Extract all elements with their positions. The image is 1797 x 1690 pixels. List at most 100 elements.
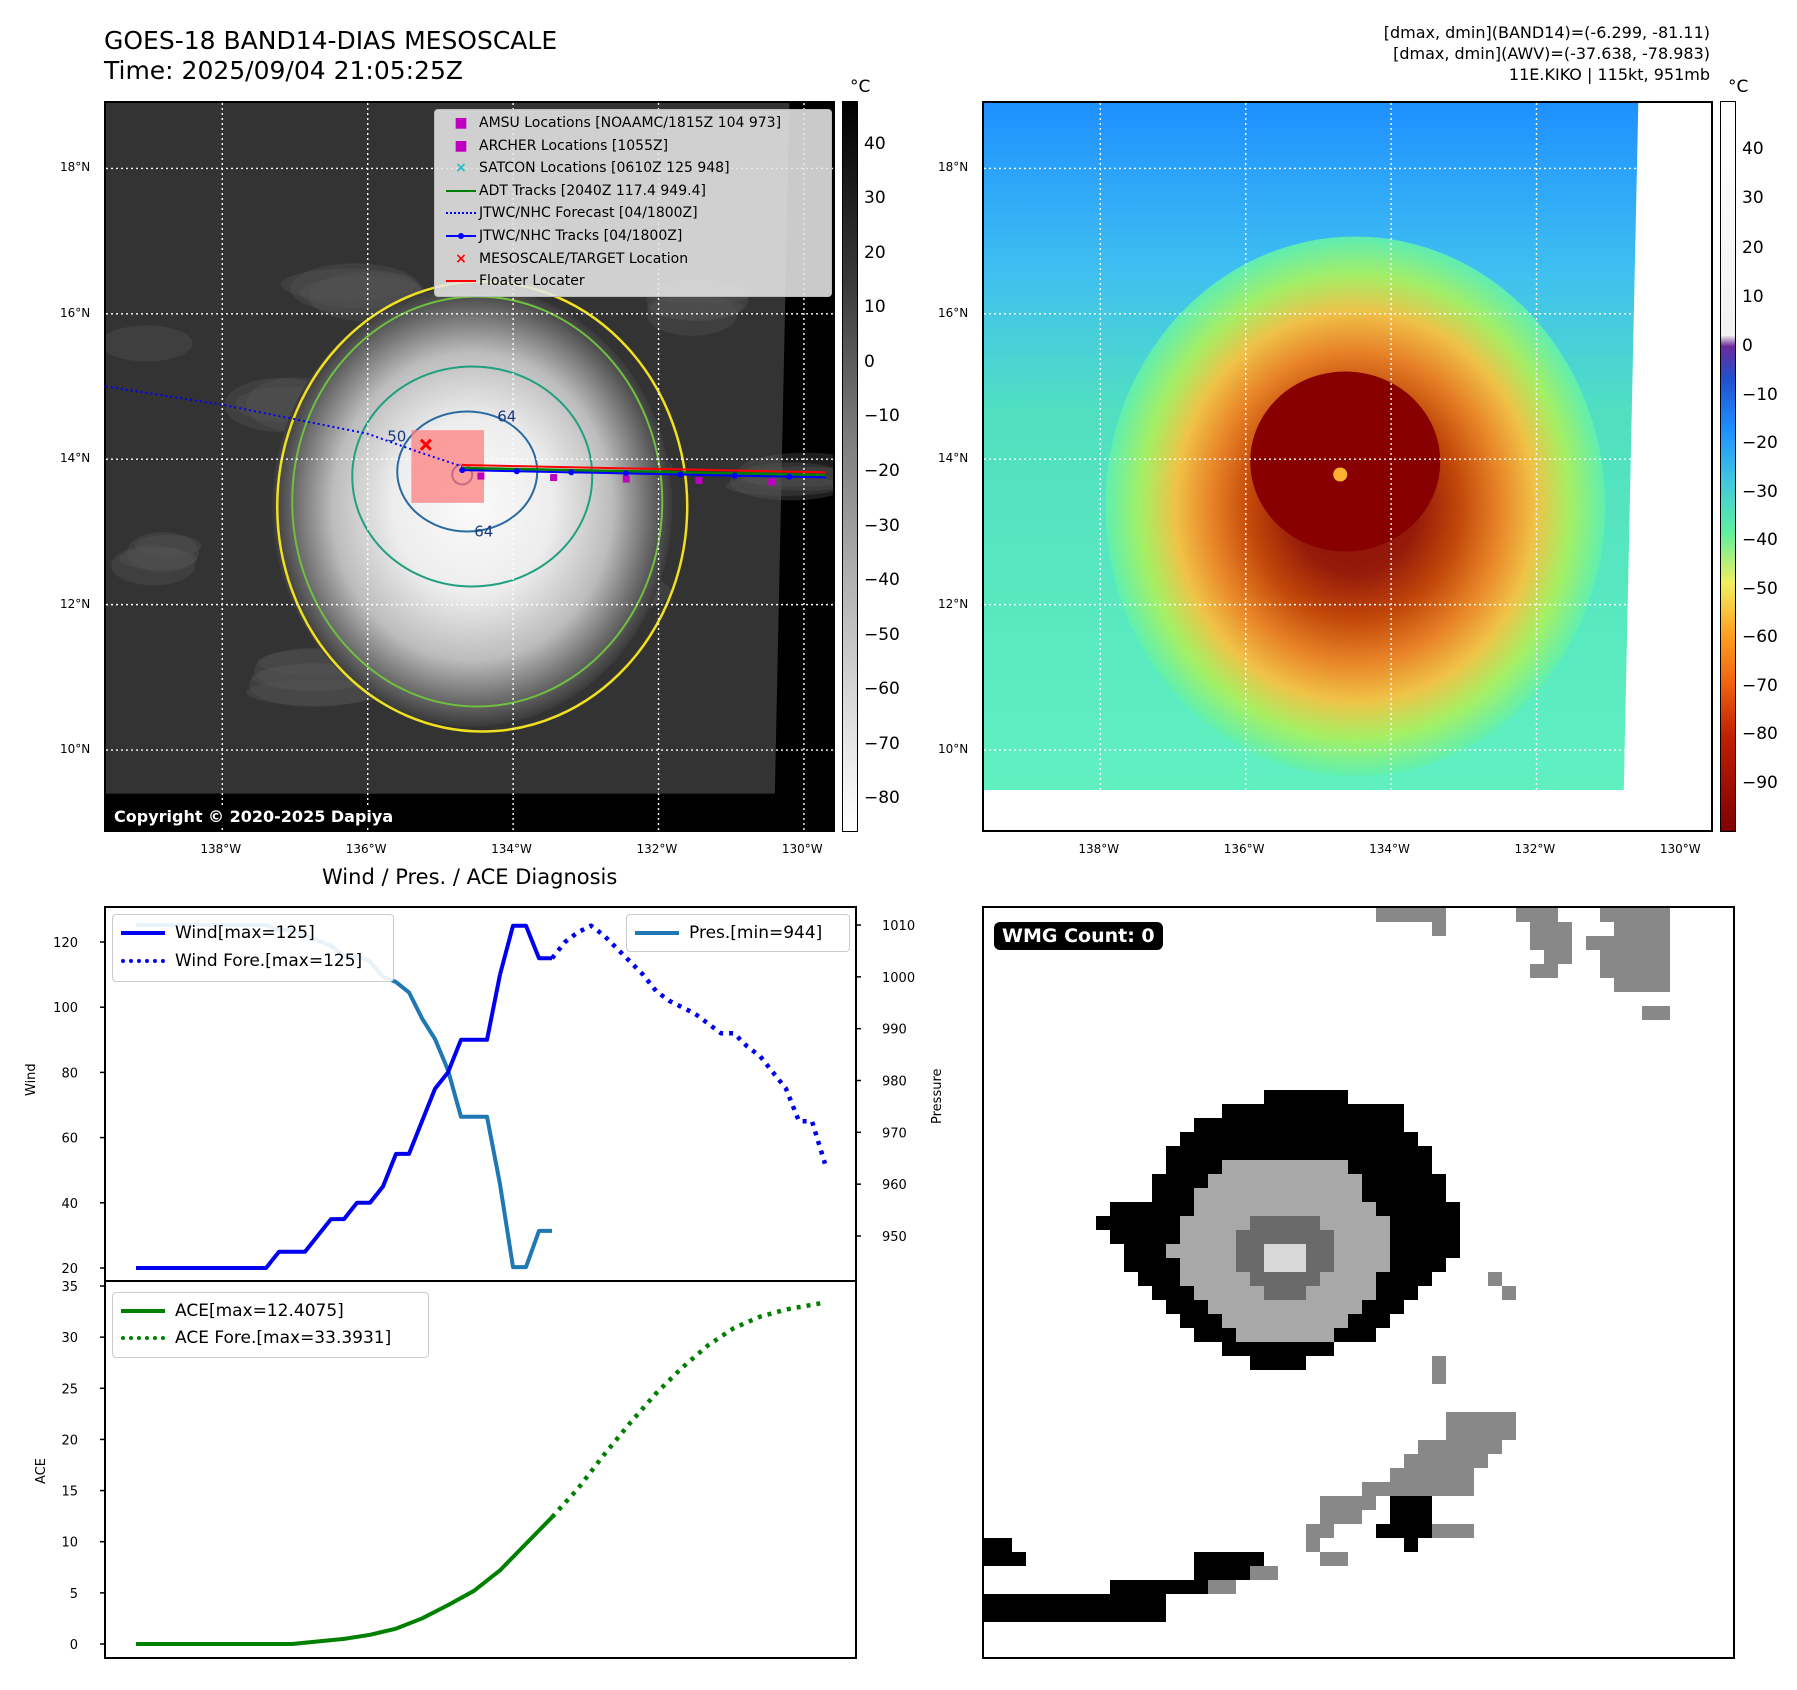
wmg-cell-grey <box>1502 1412 1516 1426</box>
wmg-cell-black <box>1166 1174 1180 1188</box>
wmg-cell-grey <box>1488 1412 1502 1426</box>
wind-line-tail <box>498 923 552 976</box>
wmg-cell-light <box>1306 1286 1320 1300</box>
awv-colorbar-tick: −60 <box>1742 627 1778 647</box>
wmg-cell-grey <box>1614 964 1628 978</box>
wmg-cell-grey <box>1614 908 1628 922</box>
wmg-cell-black <box>1222 1118 1236 1132</box>
legend-label: JTWC/NHC Tracks [04/1800Z] <box>479 228 683 244</box>
wmg-cell-light <box>1208 1202 1222 1216</box>
wmg-cell-grey <box>1446 1468 1460 1482</box>
wmg-cell-grey <box>1642 978 1656 992</box>
contour-label: 64 <box>474 523 493 541</box>
wmg-cell-grey <box>1558 950 1572 964</box>
wmg-cell-mid <box>1278 1286 1292 1300</box>
wmg-cell-core <box>1292 1244 1306 1258</box>
wmg-cell-black <box>1250 1104 1264 1118</box>
wmg-cell-black <box>984 1552 998 1566</box>
wmg-cell-black <box>1376 1146 1390 1160</box>
contour-label: 50 <box>387 428 406 446</box>
wmg-cell-black <box>1250 1132 1264 1146</box>
wmg-cell-light <box>1334 1230 1348 1244</box>
wmg-cell-black <box>1418 1510 1432 1524</box>
track-point <box>677 471 684 478</box>
wmg-cell-black <box>1418 1188 1432 1202</box>
ir-satellite-panel: 64 50 64 ■ AMSU Locations [NOAAMC/1815Z 104… <box>104 101 835 832</box>
wmg-cell-black <box>1362 1118 1376 1132</box>
wmg-cell-black <box>1404 1244 1418 1258</box>
wmg-cell-grey <box>1600 964 1614 978</box>
floater-track <box>462 464 826 474</box>
wmg-cell-light <box>1362 1230 1376 1244</box>
wmg-cell-light <box>1236 1174 1250 1188</box>
wmg-cell-black <box>1362 1104 1376 1118</box>
chart-time: Time: 2025/09/04 21:05:25Z <box>104 56 463 85</box>
wmg-cell-black <box>1264 1104 1278 1118</box>
wmg-cell-black <box>1152 1174 1166 1188</box>
wmg-cell-black <box>1404 1524 1418 1538</box>
wmg-cell-mid <box>1236 1258 1250 1272</box>
cloud-band <box>647 293 738 336</box>
lat-tick-label: 14°N <box>938 451 969 466</box>
wmg-cell-mid <box>1250 1216 1264 1230</box>
wmg-cell-light <box>1194 1188 1208 1202</box>
legend-symbol: × <box>455 250 467 267</box>
wmg-cell-black <box>1082 1608 1096 1622</box>
wmg-cell-black <box>1012 1594 1026 1608</box>
wmg-cell-grey <box>1488 1426 1502 1440</box>
wmg-cell-grey <box>1432 1468 1446 1482</box>
wmg-cell-black <box>1390 1230 1404 1244</box>
wmg-cell-black <box>1418 1258 1432 1272</box>
wmg-cell-black <box>1124 1258 1138 1272</box>
wmg-cell-light <box>1362 1202 1376 1216</box>
wmg-cell-black <box>1180 1314 1194 1328</box>
wmg-cell-black <box>1068 1608 1082 1622</box>
legend-ace-fore: ACE Fore.[max=33.3931] <box>175 1328 392 1348</box>
wmg-cell-black <box>1376 1202 1390 1216</box>
wmg-panel: WMG Count: 0 <box>982 906 1735 1659</box>
wmg-cell-grey <box>1642 950 1656 964</box>
lat-tick-label: 10°N <box>938 742 969 757</box>
wmg-cell-light <box>1208 1230 1222 1244</box>
wmg-cell-core <box>1292 1258 1306 1272</box>
wmg-cell-light <box>1278 1328 1292 1342</box>
wmg-cell-black <box>1278 1146 1292 1160</box>
wmg-cell-grey <box>1404 908 1418 922</box>
wmg-cell-grey <box>1656 922 1670 936</box>
wmg-cell-mid <box>1320 1230 1334 1244</box>
ir-legend-item: JTWC/NHC Forecast [04/1800Z] <box>443 203 698 223</box>
wmg-cell-black <box>1208 1552 1222 1566</box>
awv-colorbar-unit: °C <box>1728 77 1749 97</box>
wmg-cell-black <box>1320 1090 1334 1104</box>
wmg-cell-black <box>1026 1608 1040 1622</box>
wmg-cell-grey <box>1334 1510 1348 1524</box>
wmg-cell-grey <box>1404 1454 1418 1468</box>
wmg-cell-black <box>1306 1090 1320 1104</box>
wmg-cell-black <box>1068 1594 1082 1608</box>
wmg-cell-light <box>1320 1202 1334 1216</box>
wmg-cell-black <box>998 1594 1012 1608</box>
wmg-cell-mid <box>1306 1230 1320 1244</box>
wmg-cell-black <box>1376 1272 1390 1286</box>
legend-label: JTWC/NHC Forecast [04/1800Z] <box>479 205 698 222</box>
wmg-cell-light <box>1264 1328 1278 1342</box>
wmg-cell-black <box>1152 1272 1166 1286</box>
wmg-cell-mid <box>1292 1286 1306 1300</box>
wmg-cell-black <box>1432 1230 1446 1244</box>
wmg-cell-black <box>1404 1132 1418 1146</box>
wmg-cell-black <box>1362 1188 1376 1202</box>
wmg-cell-black <box>1180 1202 1194 1216</box>
wind-ylabel: Wind <box>24 1063 39 1096</box>
ir-colorbar-unit: °C <box>850 77 871 97</box>
wmg-cell-light <box>1334 1216 1348 1230</box>
wmg-cell-light <box>1376 1244 1390 1258</box>
wmg-cell-light <box>1348 1272 1362 1286</box>
wmg-cell-grey <box>1334 1496 1348 1510</box>
wmg-cell-black <box>1278 1356 1292 1370</box>
ir-colorbar-tick: −60 <box>864 679 900 700</box>
awv-satellite-panel <box>982 101 1713 832</box>
wmg-cell-black <box>1222 1146 1236 1160</box>
wmg-cell-black <box>1194 1314 1208 1328</box>
wmg-cell-light <box>1278 1174 1292 1188</box>
